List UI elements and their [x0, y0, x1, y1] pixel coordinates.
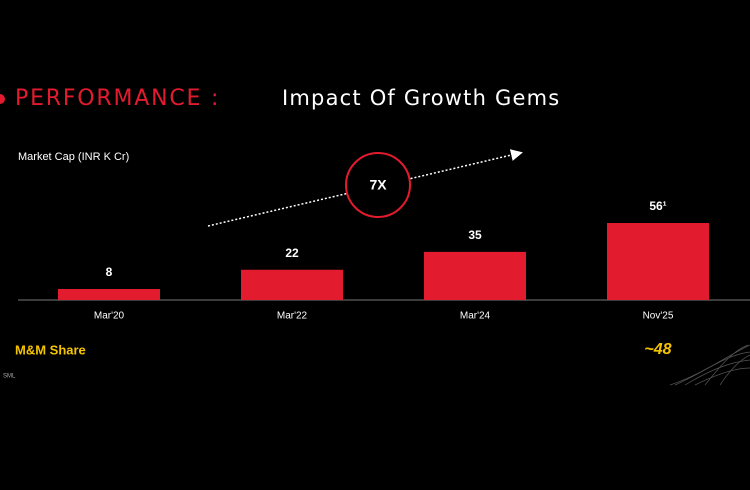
x-tick-label: Mar'22: [277, 311, 308, 322]
data-label: 56¹: [649, 199, 666, 213]
decoration: [669, 344, 750, 386]
title-bullet: [0, 94, 5, 104]
data-label: 22: [285, 246, 299, 260]
y-axis-label: Market Cap (INR K Cr): [18, 151, 129, 163]
bar: [241, 269, 343, 300]
x-tick-label: Mar'24: [460, 311, 491, 322]
annotation-circle: [345, 152, 411, 218]
share-value: ~48: [644, 341, 671, 358]
x-tick-label: Mar'20: [94, 311, 125, 322]
data-label: 35: [468, 228, 482, 242]
chart-title: Impact Of Growth Gems: [282, 86, 560, 110]
x-tick-label: Nov'25: [643, 311, 674, 322]
footnote: SML: [3, 374, 16, 380]
bar: [607, 223, 709, 300]
title-highlight: PERFORMANCE :: [15, 86, 220, 111]
share-label: M&M Share: [15, 342, 86, 357]
bar: [58, 289, 160, 300]
bar: [424, 251, 526, 300]
annotation: 7X: [369, 177, 387, 193]
data-label: 8: [106, 265, 113, 279]
